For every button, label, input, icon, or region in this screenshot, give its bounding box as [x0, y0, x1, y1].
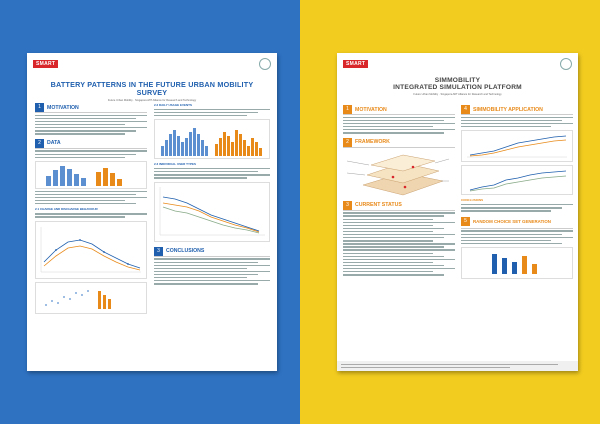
- scatter-chart: [45, 289, 111, 309]
- smart-logo: SMART: [33, 60, 59, 68]
- right-column: 4 SIMMOBILITY APPLICATION CONCLUSIONS 5 RA…: [461, 105, 573, 282]
- section-title: SIMMOBILITY APPLICATION: [473, 106, 543, 113]
- framework-diagram-graphic: [346, 154, 450, 195]
- left-column: 1 MOTIVATION 2 DATA 2.1 CHARGE AND DISCHAR…: [35, 103, 147, 317]
- framework-diagram: [343, 150, 455, 197]
- application-section: 4 SIMMOBILITY APPLICATION CONCLUSIONS: [461, 105, 573, 212]
- subsection-title: 2.1 CHARGE AND DISCHARGE BEHAVIOUR: [35, 207, 98, 212]
- simmobility-poster: SMART SIMMOBILITY INTEGRATED SIMULATION …: [337, 53, 578, 371]
- section-number: 5: [461, 217, 470, 227]
- histogram-chart: [46, 165, 122, 186]
- application-chart-2: [469, 170, 567, 192]
- application-chart-1: [467, 135, 567, 158]
- conclusions-section: 3 CONCLUSIONS: [154, 246, 270, 285]
- motivation-section: 1 MOTIVATION: [35, 103, 147, 135]
- charge-curve-chart: [40, 226, 141, 272]
- charge-curve-figure: [35, 220, 147, 279]
- user-types-chart: [159, 186, 265, 235]
- data-histogram-figure: [35, 160, 147, 189]
- poster-header: SMART: [27, 53, 277, 83]
- institution-logo-icon: [560, 58, 572, 70]
- section-title: MOTIVATION: [47, 104, 79, 111]
- daily-usage-chart: [161, 128, 262, 157]
- smart-logo: SMART: [343, 60, 369, 68]
- subsection-title: 2.3 INDIVIDUAL USER TYPES: [154, 162, 196, 167]
- poster-header: SMART: [337, 53, 578, 83]
- battery-patterns-poster: SMART BATTERY PATTERNS IN THE FUTURE URB…: [27, 53, 277, 371]
- scatter-figure: [35, 281, 147, 314]
- section-number: 2: [343, 137, 352, 147]
- section-number: 3: [343, 200, 352, 210]
- section-number: 2: [35, 138, 44, 148]
- subsection-title: 2.2 DAILY USAGE EVENTS: [154, 103, 193, 107]
- left-column: 1 MOTIVATION 2 FRAMEWORK 3 CURRENT STATUS: [343, 105, 455, 279]
- daily-usage-figure: [154, 119, 270, 160]
- poster-footer: [337, 361, 578, 371]
- choice-set-chart: [492, 254, 537, 275]
- section-title: DATA: [47, 140, 61, 147]
- poster-authors: Future Urban Mobility · Singapore-MIT Al…: [413, 93, 502, 96]
- section-title: FRAMEWORK: [355, 139, 390, 146]
- framework-section: 2 FRAMEWORK: [343, 137, 455, 197]
- section-number: 4: [461, 105, 470, 114]
- choice-set-figure: [461, 247, 573, 280]
- choice-set-section: 5 RANDOM CHOICE SET GENERATION: [461, 216, 573, 280]
- section-title: MOTIVATION: [355, 106, 387, 113]
- conclusions-label: CONCLUSIONS: [461, 198, 484, 203]
- section-number: 3: [154, 246, 163, 256]
- poster-authors: Future Urban Mobility · Singapore-MIT Al…: [107, 99, 197, 102]
- motivation-section: 1 MOTIVATION: [343, 105, 455, 134]
- poster-title-line1: SIMMOBILITY: [434, 77, 481, 84]
- poster-title: BATTERY PATTERNS IN THE FUTURE URBAN MOB…: [50, 80, 254, 97]
- section-title: RANDOM CHOICE SET GENERATION: [473, 219, 551, 225]
- section-number: 1: [343, 105, 352, 114]
- section-number: 1: [35, 103, 44, 112]
- poster-title-line2: INTEGRATED SIMULATION PLATFORM: [393, 84, 522, 91]
- section-title: CURRENT STATUS: [355, 202, 402, 209]
- application-figure-2: [461, 165, 573, 196]
- section-title: CONCLUSIONS: [166, 248, 205, 255]
- application-figure-1: [461, 130, 573, 163]
- right-column: 2.2 DAILY USAGE EVENTS 2.3 INDIVIDUAL US…: [154, 103, 270, 288]
- data-section: 2 DATA 2.1 CHARGE AND DISCHARGE BEHAVIOUR: [35, 138, 147, 314]
- user-types-figure: [154, 181, 270, 242]
- institution-logo-icon: [259, 58, 271, 70]
- current-status-section: 3 CURRENT STATUS: [343, 200, 455, 276]
